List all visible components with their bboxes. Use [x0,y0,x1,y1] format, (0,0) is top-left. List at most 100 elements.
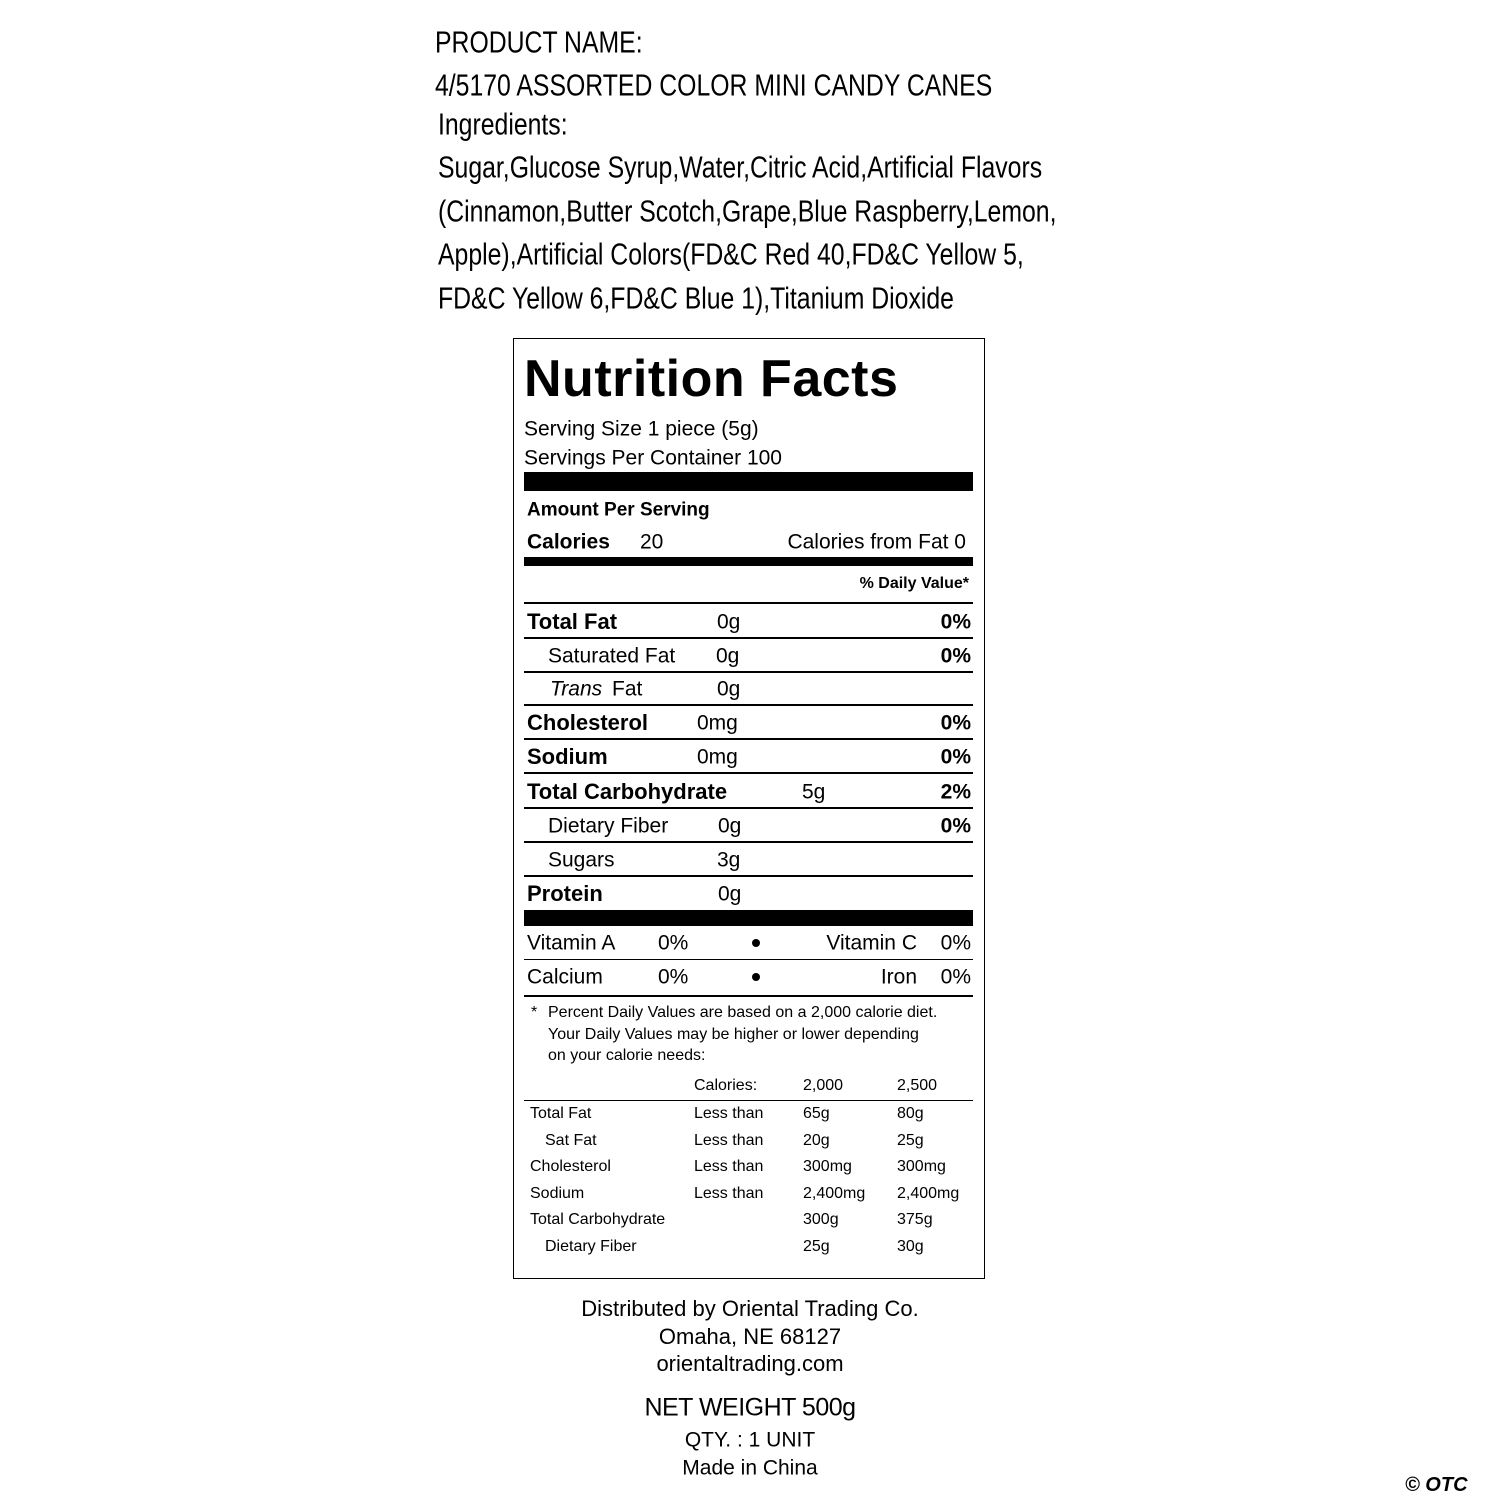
ingredients-line: (Cinnamon,Butter Scotch,Grape,Blue Raspb… [438,193,1057,228]
nutrient-amount: 0g [718,814,742,838]
distributor-line: Omaha, NE 68127 [658,1323,842,1349]
nutrient-name: Cholesterol [527,710,649,735]
medium-rule [524,557,973,566]
product-name-label: PRODUCT NAME: [435,24,643,60]
dv-row-2000: 20g [803,1131,830,1149]
calories-label: Calories [527,530,610,554]
dv-row-name: Total Carbohydrate [530,1211,666,1228]
dv-row-2000: 25g [803,1237,830,1255]
rule [524,959,973,960]
vitamin-name: Vitamin C [826,931,917,955]
thick-rule [524,472,973,491]
dv-row-2000: 2,400mg [803,1184,866,1202]
nutrient-dv: 0% [940,610,971,634]
rule [524,671,973,673]
thick-rule [524,910,973,926]
calories-from-fat: Calories from Fat 0 [787,530,966,554]
nutrient-amount: 0g [718,882,742,906]
dv-row-name: Sodium [530,1184,585,1202]
nutrient-dv: 0% [940,644,971,668]
copyright: © OTC [1405,1474,1468,1496]
rule [524,1100,973,1101]
vitamin-value: 0% [658,965,689,989]
vitamin-value: 0% [658,931,689,955]
dv-row-limit: Less than [694,1131,764,1149]
rule [524,704,973,706]
nutrient-amount: 0g [717,677,741,701]
dv-row-limit: Less than [694,1105,764,1122]
rule [524,738,973,740]
dv-row-2500: 80g [897,1105,924,1122]
ingredients-line: Apple),Artificial Colors(FD&C Red 40,FD&… [438,236,1024,272]
distributor-line: orientaltrading.com [656,1351,844,1376]
dv-table-header: 2,000 [803,1077,844,1094]
dv-row-limit: Less than [694,1184,764,1202]
nutrient-dv: 2% [940,780,971,804]
rule [524,995,973,997]
nutrient-amount: 0mg [697,745,738,769]
dv-row-2000: 300g [803,1211,839,1228]
nutrient-name-italic: Trans [550,677,603,701]
dv-row-name: Dietary Fiber [545,1237,637,1255]
nutrient-amount: 0mg [697,711,738,735]
quantity: QTY. : 1 UNIT [684,1428,816,1452]
dv-row-2500: 300mg [897,1158,946,1175]
nutrient-name: Total Fat [527,609,618,634]
dv-row-name: Total Fat [530,1105,592,1122]
rule [524,637,973,639]
origin: Made in China [682,1456,818,1480]
calories-value: 20 [640,530,664,554]
rule [524,602,973,604]
nutrient-name: Sodium [527,744,608,769]
vitamin-value: 0% [940,931,971,955]
nutrient-amount: 0g [717,610,741,634]
vitamin-name: Iron [880,965,917,989]
servings-per-container: Servings Per Container 100 [524,446,782,470]
net-weight: NET WEIGHT 500g [644,1393,856,1422]
rule [524,807,973,809]
bullet [752,973,760,981]
amount-per-serving: Amount Per Serving [527,499,710,521]
rule [524,875,973,877]
nutrient-amount: 5g [802,780,826,804]
dv-row-2000: 65g [803,1105,830,1122]
vitamin-name: Vitamin A [527,931,616,955]
daily-value-header: % Daily Value* [859,575,969,592]
vitamin-value: 0% [940,965,971,989]
dv-row-2500: 2,400mg [897,1184,960,1202]
product-name: 4/5170 ASSORTED COLOR MINI CANDY CANES [435,67,993,103]
nutrient-amount: 0g [716,644,740,668]
nutrient-dv: 0% [940,745,971,769]
dv-table-header: 2,500 [897,1077,938,1094]
bullet [752,939,760,947]
nutrition-box [513,338,985,1279]
distributor-line: Distributed by Oriental Trading Co. [581,1296,919,1321]
dv-row-2500: 25g [897,1131,924,1149]
nutrient-name: Dietary Fiber [548,814,669,838]
footnote-line: on your calorie needs: [548,1047,706,1064]
nutrition-title: Nutrition Facts [524,350,899,408]
dv-table-header: Calories: [694,1077,758,1094]
dv-row-name: Sat Fat [545,1131,597,1149]
rule [524,772,973,774]
nutrient-name: Protein [527,881,603,906]
nutrient-amount: 3g [717,848,741,872]
nutrient-name: Sugars [548,848,615,872]
nutrient-dv: 0% [940,814,971,838]
ingredients-line: Sugar,Glucose Syrup,Water,Citric Acid,Ar… [438,149,1043,185]
dv-row-2500: 375g [897,1211,933,1228]
footnote-line: Percent Daily Values are based on a 2,00… [548,1004,938,1021]
footnote-marker: * [531,1004,538,1021]
vitamin-name: Calcium [527,965,603,989]
dv-row-2000: 300mg [803,1158,852,1175]
nutrient-name: Total Carbohydrate [527,779,728,804]
nutrient-dv: 0% [940,711,971,735]
nutrient-name: Fat [612,677,643,701]
serving-size: Serving Size 1 piece (5g) [524,417,759,441]
rule [524,841,973,843]
footnote-line: Your Daily Values may be higher or lower… [548,1025,919,1043]
ingredients-line: FD&C Yellow 6,FD&C Blue 1),Titanium Diox… [438,280,954,315]
dv-row-2500: 30g [897,1237,924,1255]
ingredients-label: Ingredients: [438,106,568,142]
